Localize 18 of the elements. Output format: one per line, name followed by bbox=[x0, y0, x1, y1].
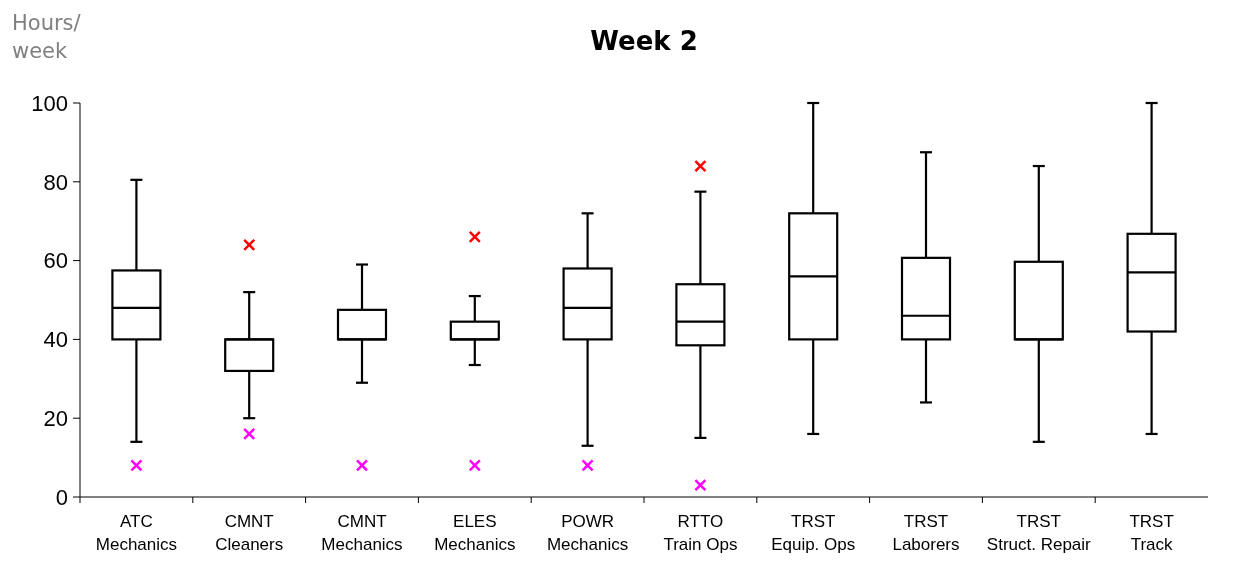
x-tick-label: TRST Struct. Repair bbox=[986, 512, 1092, 554]
y-tick-label: 100 bbox=[31, 90, 68, 116]
y-axis-title: Hours/ week bbox=[12, 11, 82, 63]
x-tick-label: TRST Equip. Ops bbox=[771, 512, 856, 554]
y-tick-label: 80 bbox=[43, 169, 68, 195]
y-tick-label: 0 bbox=[55, 484, 68, 510]
x-tick-label: TRST Track bbox=[1129, 512, 1174, 554]
x-tick-label: ATC Mechanics bbox=[95, 512, 178, 554]
y-tick-label: 60 bbox=[43, 248, 68, 274]
x-tick-label: POWR Mechanics bbox=[546, 512, 629, 554]
x-tick-label: CMNT Mechanics bbox=[321, 512, 403, 554]
x-tick-label: ELES Mechanics bbox=[434, 512, 516, 554]
x-tick-label: TRST Laborers bbox=[892, 512, 960, 554]
x-tick-label: RTTO Train Ops bbox=[663, 512, 738, 554]
y-tick-label: 20 bbox=[43, 405, 68, 431]
y-tick-label: 40 bbox=[43, 327, 68, 353]
chart-title: Week 2 bbox=[590, 26, 698, 56]
x-tick-label: CMNT Cleaners bbox=[215, 512, 284, 554]
